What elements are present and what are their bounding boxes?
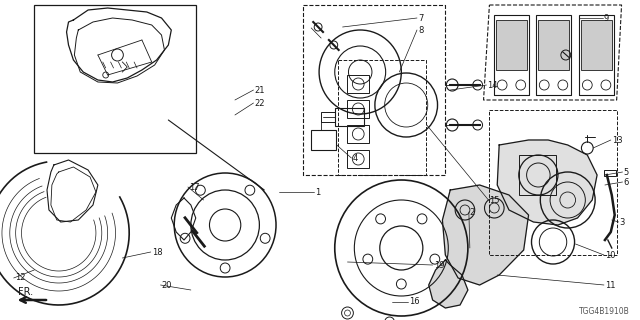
- Text: 18: 18: [152, 247, 163, 257]
- Text: 5: 5: [623, 167, 628, 177]
- Text: 22: 22: [255, 99, 265, 108]
- Polygon shape: [429, 260, 468, 308]
- Text: 16: 16: [409, 298, 420, 307]
- Bar: [538, 20, 569, 70]
- Text: TGG4B1910B: TGG4B1910B: [579, 308, 630, 316]
- Bar: [519, 155, 556, 195]
- Text: 1: 1: [315, 188, 321, 196]
- Text: 11: 11: [605, 281, 616, 290]
- Text: 19: 19: [434, 260, 444, 269]
- Bar: [348, 100, 369, 118]
- Text: 9: 9: [604, 13, 609, 22]
- Bar: [581, 20, 612, 70]
- Bar: [335, 108, 364, 126]
- Text: 3: 3: [620, 218, 625, 227]
- Text: 13: 13: [612, 135, 622, 145]
- Polygon shape: [497, 140, 597, 225]
- Bar: [348, 125, 369, 143]
- Text: 14: 14: [488, 81, 498, 90]
- Bar: [536, 15, 571, 95]
- Text: 6: 6: [623, 178, 629, 187]
- Bar: [496, 20, 527, 70]
- Text: 10: 10: [605, 251, 616, 260]
- Bar: [490, 110, 617, 255]
- Text: 21: 21: [255, 85, 265, 94]
- Bar: [604, 170, 616, 176]
- Bar: [321, 112, 335, 122]
- Text: FR.: FR.: [18, 287, 33, 297]
- Text: 15: 15: [490, 196, 500, 204]
- Bar: [348, 150, 369, 168]
- Text: 17: 17: [189, 182, 200, 191]
- Text: 2: 2: [470, 207, 475, 217]
- Text: 4: 4: [353, 154, 358, 163]
- Bar: [579, 15, 614, 95]
- Bar: [35, 5, 196, 153]
- Bar: [494, 15, 529, 95]
- Text: 12: 12: [15, 274, 25, 283]
- Text: 7: 7: [418, 13, 423, 22]
- Text: 20: 20: [161, 281, 172, 290]
- Text: 8: 8: [418, 26, 423, 35]
- Polygon shape: [442, 185, 529, 285]
- Bar: [303, 5, 445, 175]
- Bar: [311, 130, 336, 150]
- Bar: [338, 60, 426, 175]
- Bar: [348, 75, 369, 93]
